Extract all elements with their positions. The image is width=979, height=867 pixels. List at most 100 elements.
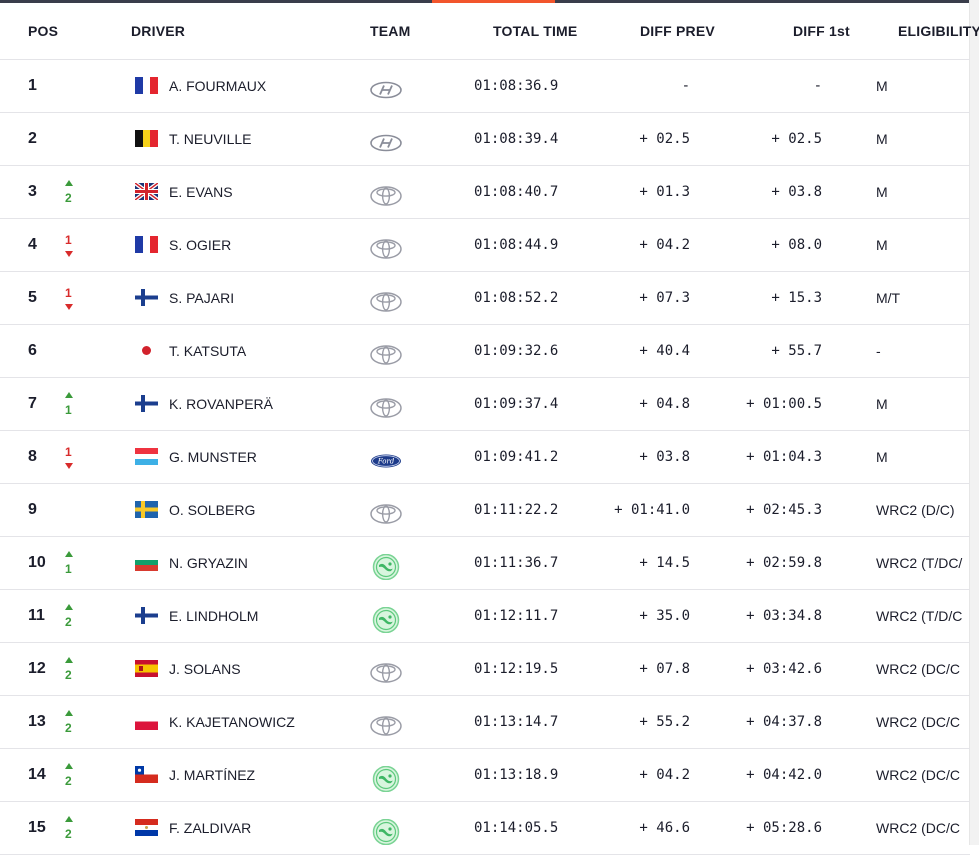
header-diff-1st[interactable]: DIFF 1st — [793, 23, 850, 39]
position: 15 — [28, 819, 46, 836]
arrow-up-icon — [65, 551, 73, 557]
eligibility: M — [876, 237, 888, 253]
poland-flag-icon — [135, 713, 158, 730]
table-row-14[interactable]: 14 2 J. MARTÍNEZ 01:13:18.9 + 04.2 + 04:… — [0, 749, 970, 802]
total-time: 01:13:18.9 — [474, 767, 559, 783]
arrow-up-icon — [65, 816, 73, 822]
total-time: 01:09:32.6 — [474, 343, 559, 359]
table-row-1[interactable]: 1 A. FOURMAUX 01:08:36.9 - - M — [0, 60, 970, 113]
toyota-logo-icon — [369, 232, 403, 259]
table-row-13[interactable]: 13 2 K. KAJETANOWICZ 01:13:14.7 + 55.2 +… — [0, 696, 970, 749]
change-value: 1 — [65, 286, 72, 300]
diff-prev: - — [681, 78, 690, 94]
table-row-15[interactable]: 15 2 F. ZALDIVAR 01:14:05.5 + 46.6 + 05:… — [0, 802, 970, 855]
hyundai-logo-icon — [369, 73, 403, 99]
position-change: 1 — [63, 549, 75, 579]
arrow-down-icon — [65, 251, 73, 257]
driver-name[interactable]: G. MUNSTER — [169, 449, 257, 465]
driver-name[interactable]: T. KATSUTA — [169, 343, 247, 359]
driver-name[interactable]: A. FOURMAUX — [169, 78, 267, 94]
diff-1st: + 01:04.3 — [746, 449, 822, 465]
skoda-logo-icon — [369, 815, 403, 846]
eligibility: M/T — [876, 290, 901, 306]
total-time: 01:08:52.2 — [474, 290, 559, 306]
driver-name[interactable]: E. EVANS — [169, 184, 233, 200]
toyota-logo-icon — [369, 179, 403, 206]
table-row-2[interactable]: 2 T. NEUVILLE 01:08:39.4 + 02.5 + 02.5 M — [0, 113, 970, 166]
diff-1st: + 03.8 — [771, 184, 822, 200]
diff-1st: + 02.5 — [771, 131, 822, 147]
tab-underline — [0, 0, 970, 3]
driver-name[interactable]: E. LINDHOLM — [169, 608, 259, 624]
table-row-3[interactable]: 3 2 E. EVANS 01:08:40.7 + 01.3 + 03.8 M — [0, 166, 970, 219]
svg-text:Ford: Ford — [377, 458, 395, 466]
table-row-7[interactable]: 7 1 K. ROVANPERÄ 01:09:37.4 + 04.8 + 01:… — [0, 378, 970, 431]
total-time: 01:11:36.7 — [474, 555, 559, 571]
driver-name[interactable]: J. MARTÍNEZ — [169, 767, 256, 783]
driver-name[interactable]: J. SOLANS — [169, 661, 241, 677]
header-team[interactable]: TEAM — [370, 23, 411, 39]
eligibility: WRC2 (T/DC/ — [876, 555, 963, 571]
table-row-12[interactable]: 12 2 J. SOLANS 01:12:19.5 + 07.8 + 03:42… — [0, 643, 970, 696]
table-row-4[interactable]: 4 1 S. OGIER 01:08:44.9 + 04.2 + 08.0 M — [0, 219, 970, 272]
eligibility: WRC2 (DC/C — [876, 661, 960, 677]
change-value: 1 — [65, 445, 72, 459]
diff-1st: + 03:42.6 — [746, 661, 822, 677]
total-time: 01:12:11.7 — [474, 608, 559, 624]
chile-flag-icon — [135, 766, 158, 783]
driver-name[interactable]: S. PAJARI — [169, 290, 235, 306]
diff-prev: + 46.6 — [639, 820, 690, 836]
driver-name[interactable]: F. ZALDIVAR — [169, 820, 252, 836]
driver-name[interactable]: K. KAJETANOWICZ — [169, 714, 295, 730]
driver-name[interactable]: T. NEUVILLE — [169, 131, 252, 147]
table-row-10[interactable]: 10 1 N. GRYAZIN 01:11:36.7 + 14.5 + 02:5… — [0, 537, 970, 590]
position-change: 2 — [63, 761, 75, 791]
header-driver[interactable]: DRIVER — [131, 23, 186, 39]
table-row-9[interactable]: 9 O. SOLBERG 01:11:22.2 + 01:41.0 + 02:4… — [0, 484, 970, 537]
eligibility: M — [876, 78, 888, 94]
position: 10 — [28, 554, 46, 571]
table-row-8[interactable]: 8 1 G. MUNSTER Ford 01:09:41.2 + 03.8 + … — [0, 431, 970, 484]
diff-prev: + 40.4 — [639, 343, 690, 359]
scrollbar-track[interactable] — [969, 0, 979, 845]
table-row-5[interactable]: 5 1 S. PAJARI 01:08:52.2 + 07.3 + 15.3 M… — [0, 272, 970, 325]
skoda-logo-icon — [369, 550, 403, 581]
toyota-logo-icon — [369, 338, 403, 365]
belgium-flag-icon — [135, 130, 158, 147]
total-time: 01:13:14.7 — [474, 714, 559, 730]
diff-1st: + 03:34.8 — [746, 608, 822, 624]
driver-name[interactable]: O. SOLBERG — [169, 502, 256, 518]
total-time: 01:09:41.2 — [474, 449, 559, 465]
total-time: 01:09:37.4 — [474, 396, 559, 412]
arrow-up-icon — [65, 180, 73, 186]
table-row-11[interactable]: 11 2 E. LINDHOLM 01:12:11.7 + 35.0 + 03:… — [0, 590, 970, 643]
total-time: 01:08:44.9 — [474, 237, 559, 253]
position: 13 — [28, 713, 46, 730]
driver-name[interactable]: S. OGIER — [169, 237, 232, 253]
diff-prev: + 55.2 — [639, 714, 690, 730]
diff-1st: - — [813, 78, 822, 94]
header-eligibility[interactable]: ELIGIBILITY — [898, 23, 979, 39]
france-flag-icon — [135, 236, 158, 253]
driver-name[interactable]: K. ROVANPERÄ — [169, 396, 273, 412]
paraguay-flag-icon — [135, 819, 158, 836]
total-time: 01:14:05.5 — [474, 820, 559, 836]
france-flag-icon — [135, 77, 158, 94]
position: 1 — [28, 77, 37, 94]
header-diff-prev[interactable]: DIFF PREV — [640, 23, 715, 39]
driver-name[interactable]: N. GRYAZIN — [169, 555, 248, 571]
position-change: 1 — [63, 284, 75, 314]
position: 14 — [28, 766, 46, 783]
finland-flag-icon — [135, 289, 158, 306]
header-pos[interactable]: POS — [28, 23, 59, 39]
table-row-6[interactable]: 6 T. KATSUTA 01:09:32.6 + 40.4 + 55.7 - — [0, 325, 970, 378]
table-body: 1 A. FOURMAUX 01:08:36.9 - - M 2 T. NEUV… — [0, 60, 970, 855]
spain-flag-icon — [135, 660, 158, 677]
finland-flag-icon — [135, 607, 158, 624]
change-value: 1 — [65, 562, 72, 576]
header-total-time[interactable]: TOTAL TIME — [493, 23, 578, 39]
position: 11 — [28, 607, 45, 624]
position: 7 — [28, 395, 37, 412]
change-value: 1 — [65, 403, 72, 417]
position: 4 — [28, 236, 37, 253]
